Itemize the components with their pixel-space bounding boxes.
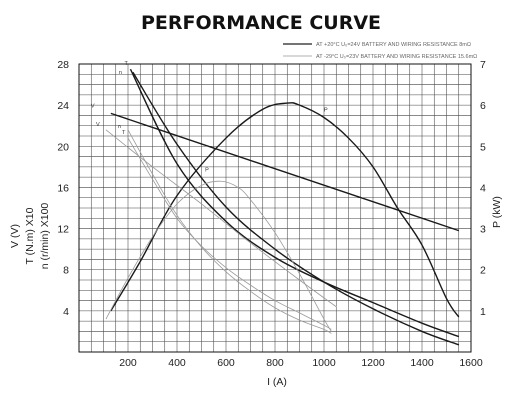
- legend-entry-text: AT -29°C U₀=23V BATTERY AND WIRING RESIS…: [316, 54, 477, 60]
- y-right-tick-label: 7: [480, 59, 486, 71]
- y-left-tick-label: 12: [57, 224, 69, 236]
- y-right-tick-label: 6: [480, 100, 486, 112]
- x-tick-label: 200: [119, 357, 137, 369]
- chart-title: PERFORMANCE CURVE: [141, 12, 381, 34]
- x-tick-label: 1000: [312, 357, 336, 369]
- x-tick-label: 1200: [361, 357, 385, 369]
- y-right-tick-label: 3: [480, 224, 486, 236]
- series-line-n-warm: [132, 71, 459, 346]
- series-line-p-warm: [110, 102, 460, 318]
- series-label: V: [96, 122, 100, 128]
- series-label: V: [91, 103, 95, 109]
- series-line-n-cold: [127, 129, 332, 334]
- x-tick-label: 1400: [410, 357, 434, 369]
- y-right-tick-label: 4: [480, 182, 486, 194]
- y-left-tick-label: 8: [63, 265, 69, 277]
- y-right-tick-label: 2: [480, 265, 486, 277]
- y-left-tick-label: 4: [63, 306, 69, 318]
- series-line-v-warm: [110, 112, 459, 232]
- y-left-axis-label: V (V): [9, 224, 21, 248]
- x-tick-label: 800: [266, 357, 284, 369]
- y-left-tick-label: 24: [57, 100, 69, 112]
- y-left-axis-label: T (N.m) X10: [24, 207, 36, 264]
- series-label: P: [205, 167, 209, 173]
- y-right-tick-label: 5: [480, 141, 486, 153]
- series-line-p-cold: [105, 180, 332, 332]
- series-line-t-warm: [129, 68, 459, 338]
- x-axis-label: I (A): [267, 376, 287, 388]
- series-line-v-cold: [105, 129, 337, 308]
- y-left-tick-label: 28: [57, 59, 69, 71]
- series-label: n: [119, 70, 122, 76]
- y-right-tick-label: 1: [480, 306, 486, 318]
- y-right-axis-label: P (kW): [491, 196, 503, 228]
- x-tick-label: 600: [217, 357, 235, 369]
- y-left-axis-label: n (r/min) X100: [39, 203, 51, 270]
- plot-frame: [78, 63, 472, 353]
- series-line-t-cold: [127, 137, 332, 330]
- y-left-tick-label: 20: [57, 141, 69, 153]
- y-left-tick-label: 16: [57, 182, 69, 194]
- series-label: T: [124, 61, 128, 67]
- series-label: P: [324, 107, 328, 113]
- legend-entry-text: AT +20°C U₀=24V BATTERY AND WIRING RESIS…: [316, 42, 471, 48]
- series-label: T: [122, 130, 126, 136]
- series-label: n: [118, 124, 121, 130]
- x-tick-label: 1600: [459, 357, 483, 369]
- x-tick-label: 400: [168, 357, 186, 369]
